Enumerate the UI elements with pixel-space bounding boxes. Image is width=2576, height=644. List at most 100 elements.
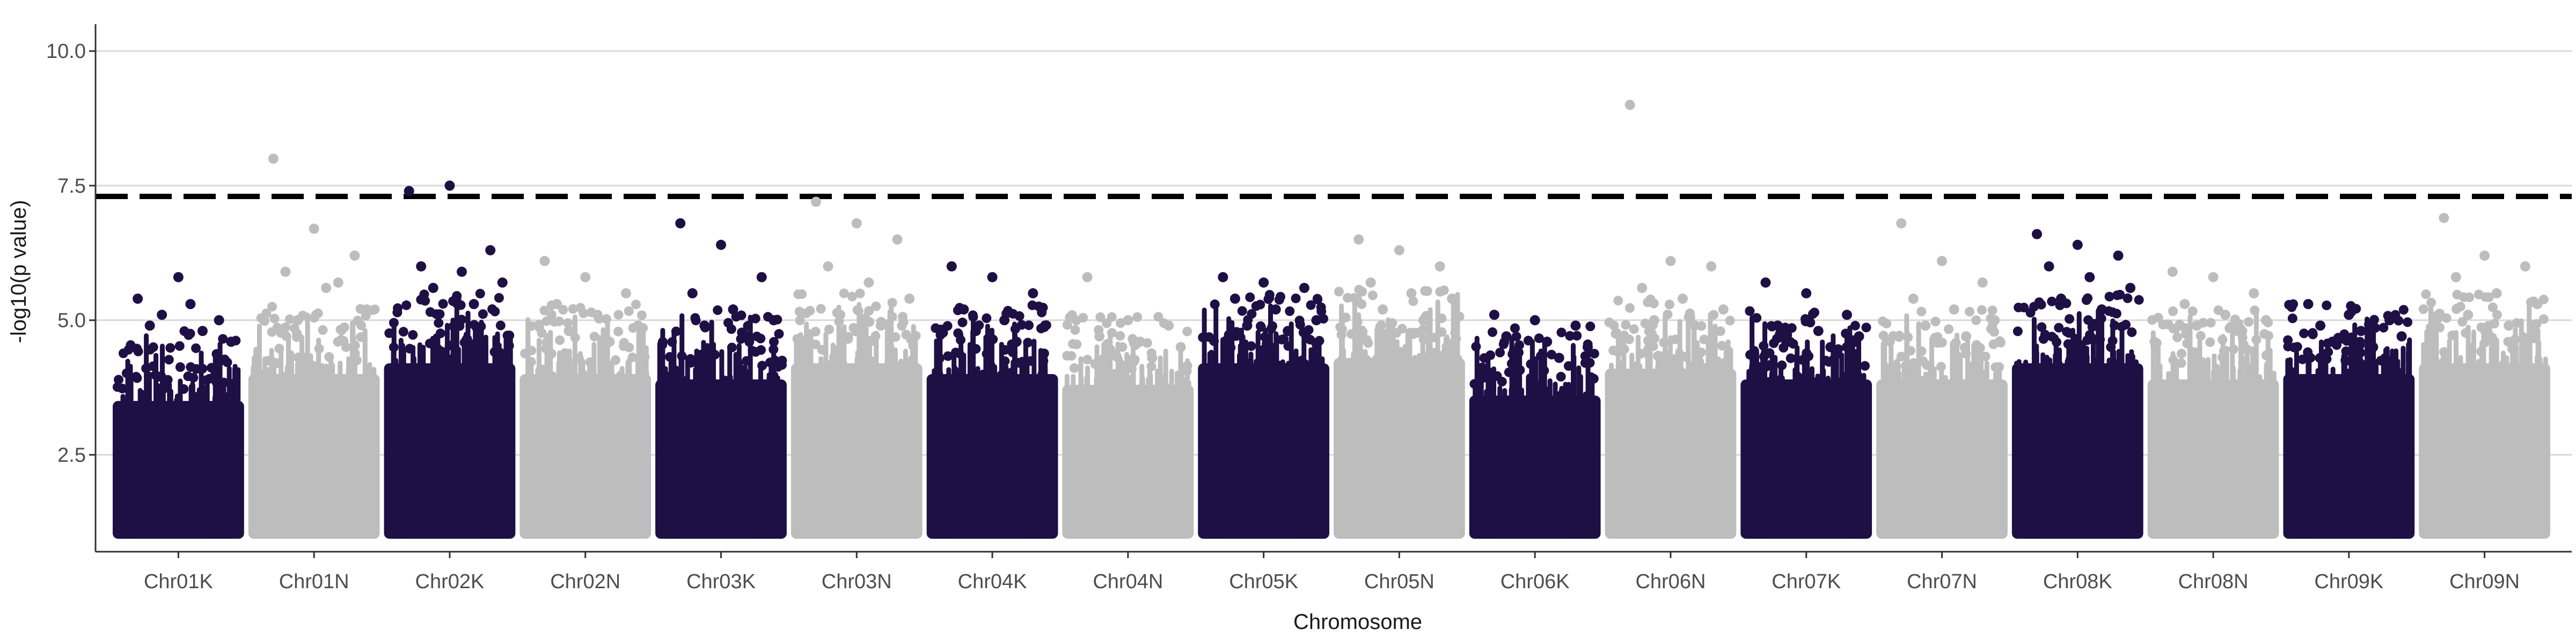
data-point	[801, 308, 811, 318]
peak-point	[2439, 213, 2449, 223]
peak-point	[811, 196, 822, 207]
data-point	[2087, 322, 2097, 332]
data-point	[1589, 348, 1599, 358]
peak-point	[2084, 272, 2095, 282]
data-point	[1263, 294, 1274, 304]
data-point	[389, 318, 399, 328]
y-axis-title: -log10(p value)	[7, 200, 31, 343]
data-point	[1026, 356, 1036, 366]
peak-point	[716, 239, 726, 250]
data-point	[1882, 318, 1892, 328]
data-point	[847, 291, 858, 302]
y-tick-label: 5.0	[57, 310, 86, 332]
data-point	[1367, 290, 1378, 301]
data-point	[1246, 341, 1256, 351]
peak-point	[1218, 272, 1228, 282]
peak-point	[2208, 272, 2219, 282]
data-point	[797, 289, 807, 299]
data-point	[664, 352, 675, 362]
data-point	[2198, 362, 2208, 372]
peak-point	[1175, 342, 1186, 353]
data-point	[1752, 313, 1762, 323]
data-point	[1715, 326, 1725, 336]
peak-point	[456, 266, 467, 277]
peak-point	[564, 326, 574, 336]
peak-point	[144, 320, 155, 331]
data-point	[188, 372, 199, 383]
data-point	[1787, 323, 1797, 333]
data-point	[448, 321, 458, 331]
data-point	[2354, 356, 2364, 367]
data-point	[774, 329, 784, 339]
data-point	[1226, 342, 1236, 353]
data-point	[810, 326, 821, 336]
peak-point	[1435, 261, 1445, 272]
data-point	[1437, 327, 1447, 337]
data-point	[1779, 342, 1789, 353]
data-point	[1335, 322, 1345, 332]
data-point	[1375, 321, 1385, 332]
data-point	[1930, 333, 1940, 343]
data-point	[263, 356, 273, 366]
data-point	[352, 355, 362, 365]
chromosome-points-Chr01N	[248, 153, 380, 539]
peak-point	[1163, 320, 1174, 331]
chromosome-points-Chr06N	[1604, 99, 1737, 539]
peak-point	[444, 180, 455, 191]
data-point	[1247, 309, 1257, 319]
data-point	[2341, 346, 2351, 356]
data-point	[2127, 327, 2137, 337]
peak-point	[1513, 347, 1524, 358]
peak-point	[1801, 288, 1812, 299]
data-point	[887, 312, 897, 322]
point-cloud	[1605, 368, 1737, 539]
data-point	[2435, 309, 2445, 319]
data-point	[2297, 354, 2308, 364]
data-point	[2346, 301, 2356, 311]
data-point	[2117, 321, 2127, 332]
data-point	[1751, 362, 1761, 372]
data-point	[558, 356, 568, 366]
data-point	[1936, 362, 1946, 372]
data-point	[640, 352, 650, 362]
data-point	[1679, 352, 1689, 362]
data-point	[504, 341, 514, 351]
data-point	[2012, 326, 2023, 336]
data-point	[690, 313, 700, 323]
peak-point	[740, 331, 751, 342]
chromosome-points-Chr08K	[2011, 229, 2144, 539]
data-point	[677, 351, 687, 361]
data-point	[1397, 324, 1407, 334]
data-point	[1069, 363, 1079, 373]
peak-point	[2113, 250, 2124, 261]
data-point	[943, 351, 953, 361]
data-point	[2104, 291, 2114, 302]
data-point	[1385, 341, 1395, 352]
data-point	[726, 324, 736, 334]
data-point	[2205, 337, 2215, 347]
data-point	[743, 321, 753, 331]
x-tick-label: Chr08N	[2178, 570, 2249, 593]
data-point	[534, 323, 544, 333]
peak-point	[1418, 315, 1429, 326]
peak-point	[987, 272, 998, 282]
peak-point	[851, 218, 862, 229]
peak-point	[2368, 342, 2379, 353]
data-point	[2538, 314, 2549, 324]
data-point	[1237, 306, 1247, 316]
data-point	[1785, 353, 1796, 363]
peak-point	[2303, 299, 2314, 310]
point-cloud	[519, 374, 652, 539]
data-point	[887, 298, 897, 308]
data-point	[148, 342, 158, 352]
x-tick-label: Chr04K	[958, 570, 1027, 593]
data-point	[741, 356, 751, 366]
data-point	[123, 345, 134, 355]
data-point	[1892, 361, 1902, 371]
data-point	[1980, 352, 1990, 362]
data-point	[2492, 310, 2502, 320]
data-point	[1408, 296, 1418, 306]
peak-point	[633, 320, 643, 331]
chromosome-points-Chr04K	[926, 261, 1058, 539]
data-point	[2062, 327, 2072, 337]
